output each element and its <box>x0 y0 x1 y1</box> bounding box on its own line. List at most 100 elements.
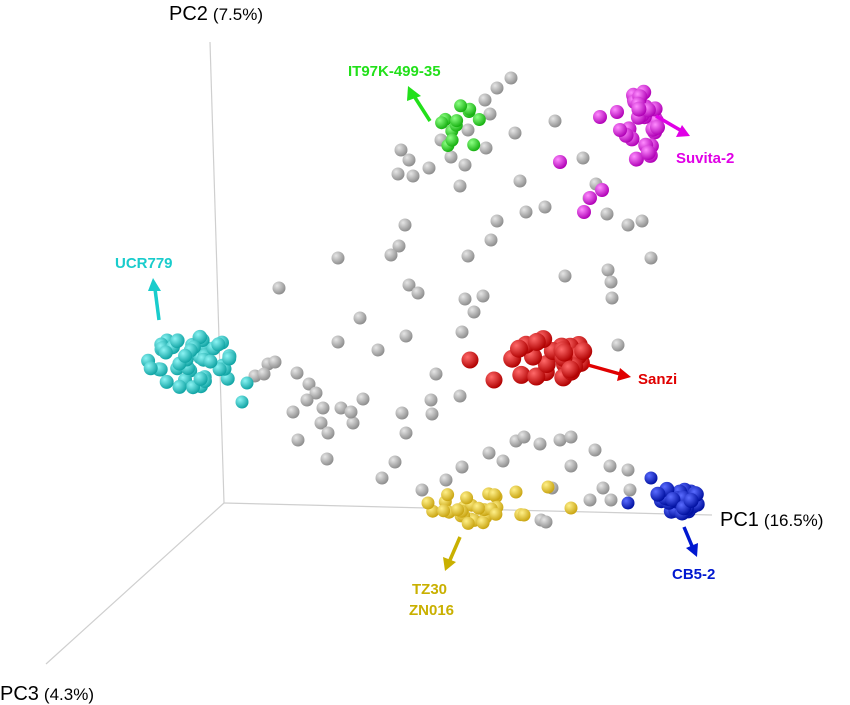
background-point <box>257 367 271 381</box>
background-point <box>538 200 552 214</box>
background-point <box>508 126 522 140</box>
background-point <box>321 426 335 440</box>
background-point <box>300 393 314 407</box>
it97k-arrow-head <box>407 86 421 101</box>
background-point <box>644 251 658 265</box>
sanzi-point <box>527 332 546 351</box>
ucr779-point <box>193 329 208 344</box>
background-point <box>461 249 475 263</box>
tz30-zn016-point <box>564 501 578 515</box>
background-point <box>268 355 282 369</box>
ucr779-point <box>178 348 193 363</box>
suvita-2-point <box>595 183 609 197</box>
background-point <box>455 460 469 474</box>
background-point <box>553 433 567 447</box>
ucr779-point <box>193 371 208 386</box>
background-point <box>356 392 370 406</box>
suvita-2-point <box>583 191 597 205</box>
ucr779-point <box>159 374 174 389</box>
background-point <box>504 71 518 85</box>
background-point <box>406 169 420 183</box>
background-point <box>388 455 402 469</box>
tz30-zn016-point <box>488 488 502 502</box>
background-point <box>424 393 438 407</box>
background-point <box>439 473 453 487</box>
tz30-zn016-points <box>421 480 578 530</box>
background-point <box>453 389 467 403</box>
cb5-2-point <box>650 486 666 502</box>
ucr779-point <box>240 376 254 390</box>
it97k-499-35-point <box>435 116 449 130</box>
background-point <box>353 311 367 325</box>
suvita-2-point <box>628 151 644 167</box>
ucr779-point <box>212 362 227 377</box>
background-point <box>605 291 619 305</box>
background-point <box>558 269 572 283</box>
background-point <box>490 81 504 95</box>
cb5-2-point <box>683 493 699 508</box>
suvita-2-point <box>650 119 665 135</box>
background-point <box>458 158 472 172</box>
background-point <box>461 123 475 137</box>
background-point <box>588 443 602 457</box>
background-point <box>411 286 425 300</box>
background-point <box>583 493 597 507</box>
tz30-label: TZ30 <box>412 581 447 598</box>
tz30-zn016-point <box>460 491 474 505</box>
cb5-2-points <box>621 471 705 521</box>
background-point <box>596 481 610 495</box>
background-point <box>623 483 637 497</box>
background-point <box>600 207 614 221</box>
cb52-arrow <box>682 526 694 547</box>
background-point <box>513 174 527 188</box>
background-point <box>548 114 562 128</box>
ucr779-point <box>143 361 158 376</box>
cb5-2-point <box>665 492 681 507</box>
background-point <box>455 325 469 339</box>
suvita-2-point <box>593 110 607 124</box>
it97k-499-35-point <box>472 113 486 126</box>
background-point <box>392 239 406 253</box>
background-point <box>391 167 405 181</box>
background-point <box>444 150 458 164</box>
background-point <box>402 153 416 167</box>
sanzi-arrow <box>587 363 621 376</box>
cb5-2-point <box>644 471 658 485</box>
suvita-2-point <box>613 123 627 137</box>
pc1-axis-title: PC1 (16.5%) <box>720 509 823 531</box>
background-point <box>320 452 334 466</box>
it97k-499-35-point <box>445 133 459 147</box>
background-point <box>429 367 443 381</box>
pc3-axis-line <box>45 502 225 665</box>
suvita-2-point <box>631 101 647 117</box>
background-point <box>484 233 498 247</box>
background-point <box>604 493 618 507</box>
suvita-2-points <box>553 84 665 219</box>
background-point <box>316 401 330 415</box>
background-point <box>334 401 348 415</box>
background-point <box>375 471 389 485</box>
background-point <box>331 251 345 265</box>
tz30-zn016-point <box>517 508 531 522</box>
zn016-label: ZN016 <box>409 602 454 619</box>
tz30-zn016-point <box>472 501 486 515</box>
background-point <box>564 459 578 473</box>
background-point <box>611 338 625 352</box>
background-point <box>422 161 436 175</box>
sanzi-point <box>574 342 593 361</box>
background-point <box>398 218 412 232</box>
background-point <box>346 416 360 430</box>
pc2-axis-title: PC2 (7.5%) <box>169 3 263 25</box>
background-point <box>384 248 398 262</box>
ucr779-arrow <box>153 288 161 321</box>
tz30-zn016-point <box>461 516 475 530</box>
cb52-arrow-head <box>686 543 698 557</box>
background-point <box>479 141 493 155</box>
background-point <box>399 329 413 343</box>
it97k-499-35-point <box>450 114 464 128</box>
background-point <box>517 430 531 444</box>
background-point <box>496 454 510 468</box>
tz30-zn016-point <box>437 504 451 518</box>
suvita-2-point <box>553 155 567 169</box>
background-point <box>533 437 547 451</box>
